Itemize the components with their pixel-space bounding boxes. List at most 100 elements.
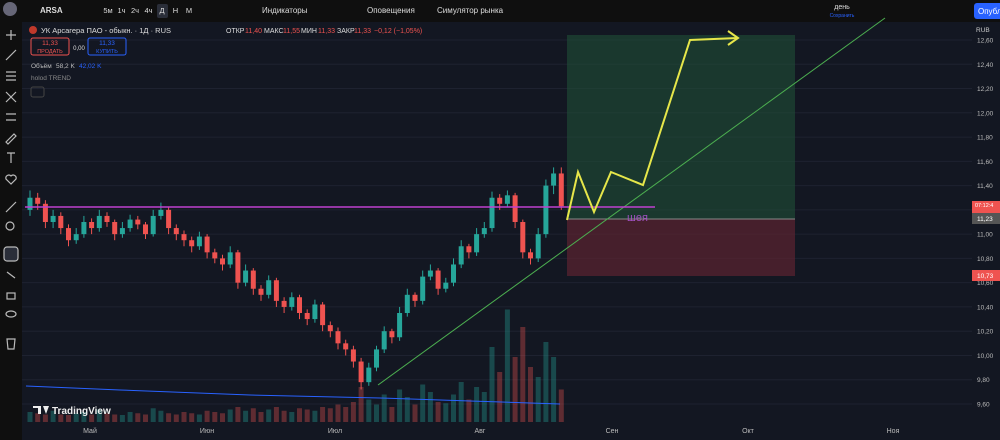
candle-body bbox=[273, 280, 279, 301]
volume-bar bbox=[458, 382, 464, 422]
candle-body bbox=[143, 224, 148, 235]
volume-bar bbox=[343, 407, 349, 422]
candle-body bbox=[427, 270, 433, 277]
candle-body bbox=[381, 331, 387, 350]
candle-body bbox=[158, 209, 164, 216]
stop-price-box bbox=[972, 270, 1000, 281]
tool-zoom[interactable] bbox=[5, 221, 15, 231]
avatar[interactable] bbox=[3, 2, 17, 16]
volume-bar bbox=[273, 407, 279, 422]
sell-button[interactable] bbox=[30, 37, 70, 56]
volume-bar bbox=[50, 410, 56, 422]
low-label: МИН bbox=[301, 28, 317, 35]
save[interactable]: Сохранить bbox=[830, 13, 855, 19]
sell[interactable]: ПРОДАТЬ bbox=[37, 49, 63, 55]
tool-pattern[interactable] bbox=[5, 91, 17, 103]
interval[interactable]: 1ч bbox=[117, 6, 125, 15]
y-tick-label: 10,20 bbox=[977, 329, 994, 336]
candle-body bbox=[451, 264, 456, 283]
candle-body bbox=[551, 173, 557, 186]
layout-name[interactable]: день bbox=[834, 4, 850, 11]
tool-ruler[interactable] bbox=[5, 201, 17, 213]
candle-body bbox=[320, 304, 326, 326]
volume-bar bbox=[389, 407, 395, 422]
interval[interactable]: 2ч bbox=[131, 6, 139, 15]
tool-measure[interactable] bbox=[6, 113, 16, 121]
y-tick-label: 12,20 bbox=[977, 86, 994, 93]
volume-bar bbox=[212, 412, 218, 422]
volume-bar bbox=[104, 413, 110, 422]
interval[interactable]: 4ч bbox=[144, 6, 152, 15]
ohlc: ОТКР 11,40 МАКС 11,55 МИН 11,33 ЗАКР 11,… bbox=[226, 28, 422, 35]
candle-body bbox=[497, 197, 503, 204]
publish-button[interactable] bbox=[974, 3, 1000, 19]
candle-body bbox=[420, 276, 426, 301]
candle-body bbox=[235, 252, 241, 283]
trend-line bbox=[377, 17, 886, 386]
volume-bar bbox=[119, 415, 125, 422]
volume-bar bbox=[81, 412, 87, 422]
volume-bar bbox=[466, 399, 472, 422]
candle-body bbox=[327, 325, 333, 332]
candle-body bbox=[204, 236, 210, 253]
alerts[interactable]: Оповещения bbox=[367, 6, 415, 15]
candle-body bbox=[243, 270, 249, 283]
candle-body bbox=[528, 252, 533, 259]
high: 11,55 bbox=[283, 28, 300, 35]
intervals: 5м 1ч 2ч 4ч Д Н М bbox=[103, 4, 192, 18]
collapse[interactable] bbox=[30, 86, 45, 98]
y-tick-label: 11,80 bbox=[977, 135, 993, 142]
tool-line[interactable] bbox=[5, 49, 17, 61]
candle-body bbox=[166, 209, 172, 229]
tool-trash[interactable] bbox=[6, 338, 16, 350]
candle-body bbox=[181, 234, 187, 241]
symbol[interactable]: ARSA bbox=[40, 6, 63, 15]
buy-button[interactable] bbox=[87, 37, 127, 56]
interval[interactable]: Н bbox=[173, 6, 178, 15]
candle-body bbox=[81, 222, 87, 235]
indicators[interactable]: Индикаторы bbox=[262, 6, 308, 15]
simulator[interactable]: Симулятор рынка bbox=[437, 6, 504, 15]
tool-brush[interactable] bbox=[5, 133, 17, 145]
candle-body bbox=[312, 304, 318, 320]
tool-cross[interactable] bbox=[6, 30, 16, 40]
tool-fib[interactable] bbox=[6, 71, 16, 81]
tool-magnet[interactable] bbox=[3, 246, 19, 262]
volume-bar bbox=[474, 387, 480, 422]
sell-price[interactable]: 11,33 bbox=[42, 40, 58, 47]
candle-body bbox=[27, 197, 33, 210]
volume-bar bbox=[512, 357, 518, 422]
interval[interactable]: М bbox=[186, 6, 192, 15]
volume-bar bbox=[320, 407, 326, 422]
left-toolbar bbox=[0, 22, 22, 440]
volume-bar bbox=[73, 413, 79, 422]
candle-body bbox=[127, 219, 133, 229]
candle-body bbox=[250, 270, 256, 289]
candle-body bbox=[119, 228, 125, 235]
tool-draw-mode[interactable] bbox=[6, 271, 16, 279]
volume-value: 58,2 K bbox=[56, 63, 75, 70]
countdown: 07:12:4 bbox=[975, 203, 993, 209]
tool-lock[interactable] bbox=[6, 292, 16, 300]
publish[interactable]: Опубл bbox=[978, 7, 1000, 16]
volume-bar bbox=[374, 404, 379, 422]
candle-body bbox=[227, 252, 233, 265]
candle-body bbox=[35, 197, 41, 204]
tool-icons-heart[interactable] bbox=[5, 174, 17, 185]
volume-bar bbox=[227, 409, 233, 422]
stop-zone bbox=[567, 219, 795, 276]
tool-text[interactable] bbox=[7, 152, 15, 163]
interval[interactable]: 5м bbox=[103, 6, 112, 15]
y-tick-label: 11,00 bbox=[977, 232, 993, 239]
arrow-head bbox=[727, 30, 740, 46]
interval[interactable]: Д bbox=[159, 6, 164, 15]
volume-ma-value: 42,02 K bbox=[79, 63, 102, 70]
volume-bar bbox=[235, 407, 241, 422]
tool-visibility[interactable] bbox=[5, 310, 17, 318]
volume-bar bbox=[27, 412, 33, 422]
buy-price[interactable]: 11,33 bbox=[99, 40, 115, 47]
candle-body bbox=[481, 228, 487, 235]
buy[interactable]: КУПИТЬ bbox=[96, 49, 118, 55]
